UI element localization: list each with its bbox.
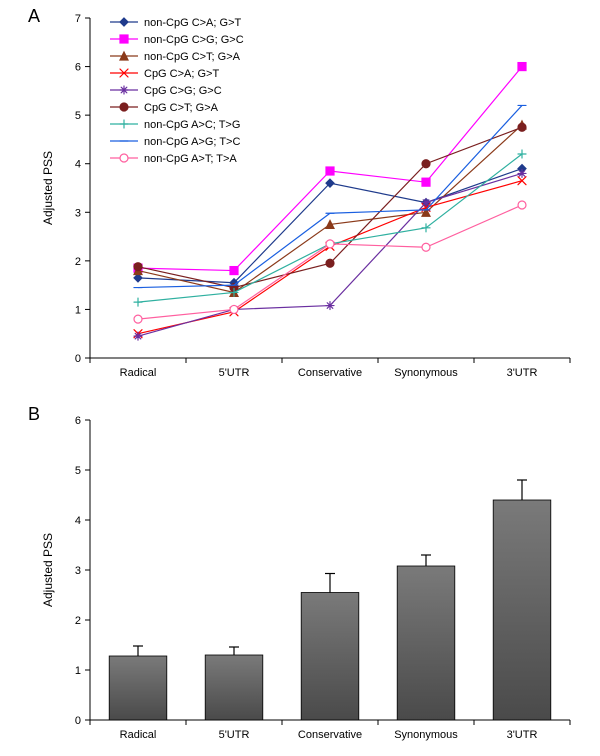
svg-text:Radical: Radical — [120, 729, 157, 741]
svg-text:1: 1 — [75, 665, 81, 677]
panel-b-chart: 0 1 2 3 4 5 6 Adjusted PSS Radical 5'UTR Conservat… — [0, 0, 600, 756]
svg-text:Synonymous: Synonymous — [394, 729, 458, 741]
svg-text:3'UTR: 3'UTR — [507, 729, 538, 741]
svg-text:5'UTR: 5'UTR — [219, 729, 250, 741]
svg-text:Conservative: Conservative — [298, 729, 362, 741]
svg-text:2: 2 — [75, 615, 81, 627]
svg-text:4: 4 — [75, 515, 81, 527]
svg-text:6: 6 — [75, 415, 81, 427]
svg-text:5: 5 — [75, 465, 81, 477]
svg-text:0: 0 — [75, 715, 81, 727]
svg-text:Adjusted PSS: Adjusted PSS — [41, 533, 55, 607]
svg-text:3: 3 — [75, 565, 81, 577]
